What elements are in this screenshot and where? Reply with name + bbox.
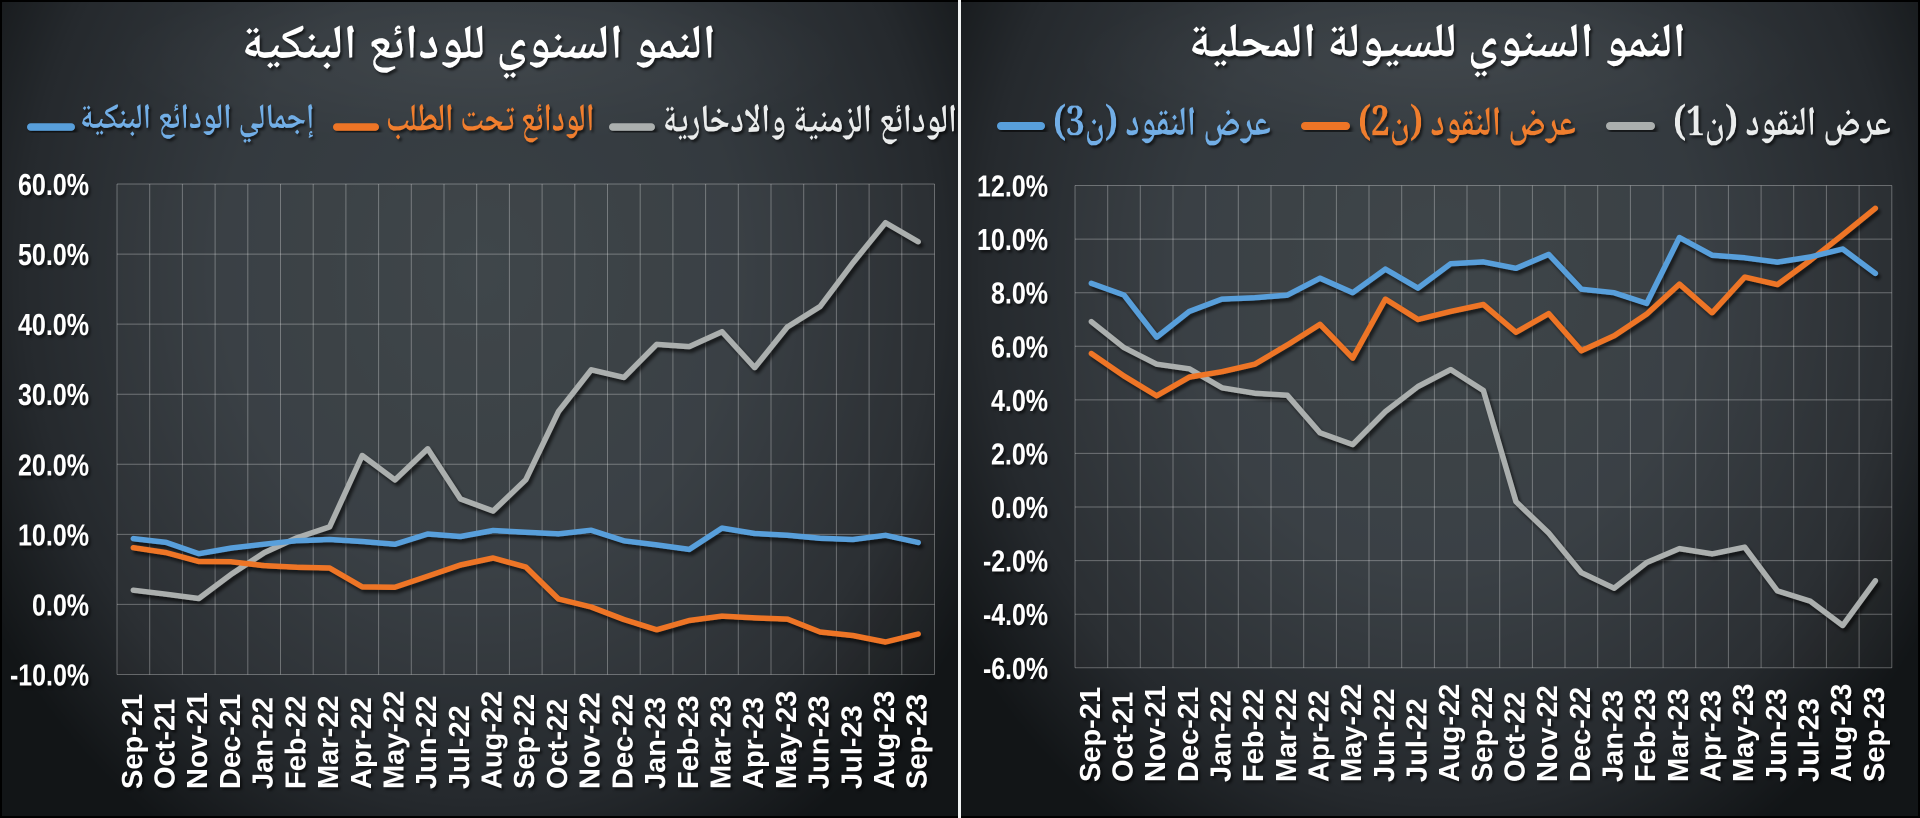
svg-text:0.0%: 0.0% xyxy=(991,490,1048,525)
svg-text:Aug-22: Aug-22 xyxy=(477,691,509,789)
svg-text:Jul-23: Jul-23 xyxy=(1794,698,1826,782)
svg-text:May-22: May-22 xyxy=(1336,684,1368,782)
svg-text:Jun-22: Jun-22 xyxy=(1369,689,1401,782)
svg-text:Nov-22: Nov-22 xyxy=(1532,685,1564,782)
svg-text:Sep-21: Sep-21 xyxy=(1075,687,1107,782)
svg-text:Jan-23: Jan-23 xyxy=(640,697,672,789)
svg-text:Feb-23: Feb-23 xyxy=(1630,689,1662,782)
svg-text:Oct-21: Oct-21 xyxy=(150,699,182,789)
svg-text:60.0%: 60.0% xyxy=(18,167,89,202)
svg-text:Nov-21: Nov-21 xyxy=(182,692,214,789)
svg-text:Sep-23: Sep-23 xyxy=(1859,687,1891,782)
svg-text:Dec-21: Dec-21 xyxy=(215,694,247,789)
svg-text:Sep-23: Sep-23 xyxy=(902,694,934,789)
svg-text:Jan-23: Jan-23 xyxy=(1598,690,1630,782)
svg-text:40.0%: 40.0% xyxy=(18,307,89,342)
svg-text:Feb-22: Feb-22 xyxy=(280,696,312,789)
svg-text:Jan-22: Jan-22 xyxy=(1206,690,1238,782)
svg-text:Apr-22: Apr-22 xyxy=(1304,690,1336,782)
svg-text:Dec-22: Dec-22 xyxy=(1565,687,1597,782)
svg-text:Jan-22: Jan-22 xyxy=(248,697,280,789)
svg-text:Sep-22: Sep-22 xyxy=(509,694,541,789)
svg-text:30.0%: 30.0% xyxy=(18,377,89,412)
svg-text:Feb-23: Feb-23 xyxy=(673,696,705,789)
svg-text:Mar-23: Mar-23 xyxy=(1663,689,1695,783)
svg-text:Aug-23: Aug-23 xyxy=(869,691,901,789)
svg-text:Feb-22: Feb-22 xyxy=(1238,689,1270,782)
svg-text:Jul-22: Jul-22 xyxy=(1402,698,1434,782)
svg-text:2.0%: 2.0% xyxy=(991,436,1048,471)
svg-text:Apr-23: Apr-23 xyxy=(738,697,770,789)
svg-text:May-22: May-22 xyxy=(379,691,411,789)
svg-text:Oct-22: Oct-22 xyxy=(542,699,574,789)
svg-text:Jul-23: Jul-23 xyxy=(836,705,868,789)
svg-text:Aug-23: Aug-23 xyxy=(1826,684,1858,782)
svg-text:50.0%: 50.0% xyxy=(18,237,89,272)
svg-text:0.0%: 0.0% xyxy=(32,587,89,622)
svg-text:Apr-23: Apr-23 xyxy=(1696,690,1728,782)
svg-text:Sep-21: Sep-21 xyxy=(117,694,149,789)
svg-text:Oct-21: Oct-21 xyxy=(1108,692,1140,782)
svg-text:-4.0%: -4.0% xyxy=(983,597,1048,632)
svg-text:Oct-22: Oct-22 xyxy=(1500,692,1532,782)
svg-text:-10.0%: -10.0% xyxy=(10,658,89,693)
svg-text:Jun-23: Jun-23 xyxy=(804,696,836,789)
svg-text:Jun-22: Jun-22 xyxy=(411,696,443,789)
svg-text:-6.0%: -6.0% xyxy=(983,651,1048,686)
svg-text:10.0%: 10.0% xyxy=(18,517,89,552)
svg-text:May-23: May-23 xyxy=(1728,684,1760,782)
svg-text:Nov-22: Nov-22 xyxy=(575,692,607,789)
svg-text:Jun-23: Jun-23 xyxy=(1761,689,1793,782)
svg-text:Mar-22: Mar-22 xyxy=(313,696,345,790)
svg-text:6.0%: 6.0% xyxy=(991,329,1048,364)
svg-text:Sep-22: Sep-22 xyxy=(1467,687,1499,782)
svg-text:May-23: May-23 xyxy=(771,691,803,789)
svg-text:Dec-22: Dec-22 xyxy=(607,694,639,789)
svg-text:Nov-21: Nov-21 xyxy=(1140,685,1172,782)
svg-text:Jul-22: Jul-22 xyxy=(444,705,476,789)
svg-text:20.0%: 20.0% xyxy=(18,447,89,482)
svg-text:Dec-21: Dec-21 xyxy=(1173,687,1205,782)
svg-text:8.0%: 8.0% xyxy=(991,276,1048,311)
svg-text:Apr-22: Apr-22 xyxy=(346,697,378,789)
svg-text:Aug-22: Aug-22 xyxy=(1434,684,1466,782)
svg-text:Mar-22: Mar-22 xyxy=(1271,689,1303,783)
svg-text:10.0%: 10.0% xyxy=(977,222,1048,257)
svg-text:4.0%: 4.0% xyxy=(991,383,1048,418)
svg-text:Mar-23: Mar-23 xyxy=(706,696,738,790)
svg-text:12.0%: 12.0% xyxy=(977,169,1048,204)
svg-text:-2.0%: -2.0% xyxy=(983,544,1048,579)
